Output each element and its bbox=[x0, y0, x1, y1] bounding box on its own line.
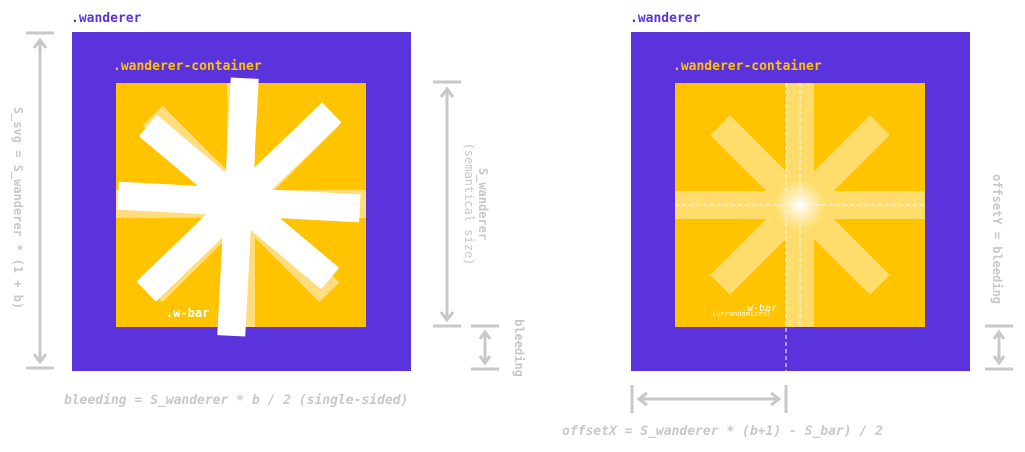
offsetx-dimension bbox=[630, 385, 788, 413]
right-container-label: .wanderer-container bbox=[673, 59, 822, 74]
s-wanderer-label: S_wanderer bbox=[476, 167, 490, 241]
right-dashed-guides bbox=[675, 83, 925, 371]
left-bar-label: .w-bar bbox=[166, 306, 210, 320]
s-svg-dimension bbox=[26, 31, 54, 370]
left-wanderer-label: .wanderer bbox=[71, 11, 142, 26]
s-svg-formula: S_svg = S_wanderer * (1 + b) bbox=[11, 106, 25, 310]
bleeding-dimension bbox=[471, 324, 499, 371]
s-wanderer-dimension bbox=[433, 80, 461, 328]
left-wanderer-bars bbox=[117, 77, 361, 337]
right-bar-sublabel: (unrandomized) bbox=[712, 310, 772, 318]
offsety-formula: offsetY = bleeding bbox=[990, 173, 1004, 305]
right-wanderer-label: .wanderer bbox=[630, 11, 701, 26]
left-container-label: .wanderer-container bbox=[113, 59, 262, 74]
bleeding-label: bleeding bbox=[512, 319, 526, 377]
offsetx-formula: offsetX = S_wanderer * (b+1) - S_bar) / … bbox=[562, 424, 883, 439]
semantical-size-label: (semantical size) bbox=[462, 142, 476, 266]
bleeding-formula: bleeding = S_wanderer * b / 2 (single-si… bbox=[64, 393, 409, 408]
right-bar-label: .w-bar bbox=[740, 303, 778, 314]
offsety-dimension bbox=[985, 324, 1013, 371]
s-wanderer-label-group: S_wanderer (semantical size) bbox=[462, 143, 490, 266]
